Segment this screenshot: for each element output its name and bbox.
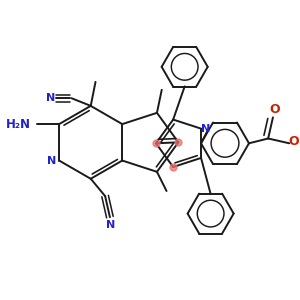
Text: H₂N: H₂N xyxy=(5,118,30,130)
Text: N: N xyxy=(201,124,211,134)
Text: N: N xyxy=(106,220,116,230)
Text: N: N xyxy=(47,156,56,166)
Text: N: N xyxy=(46,93,55,103)
Text: O: O xyxy=(270,103,280,116)
Text: O: O xyxy=(289,135,299,148)
